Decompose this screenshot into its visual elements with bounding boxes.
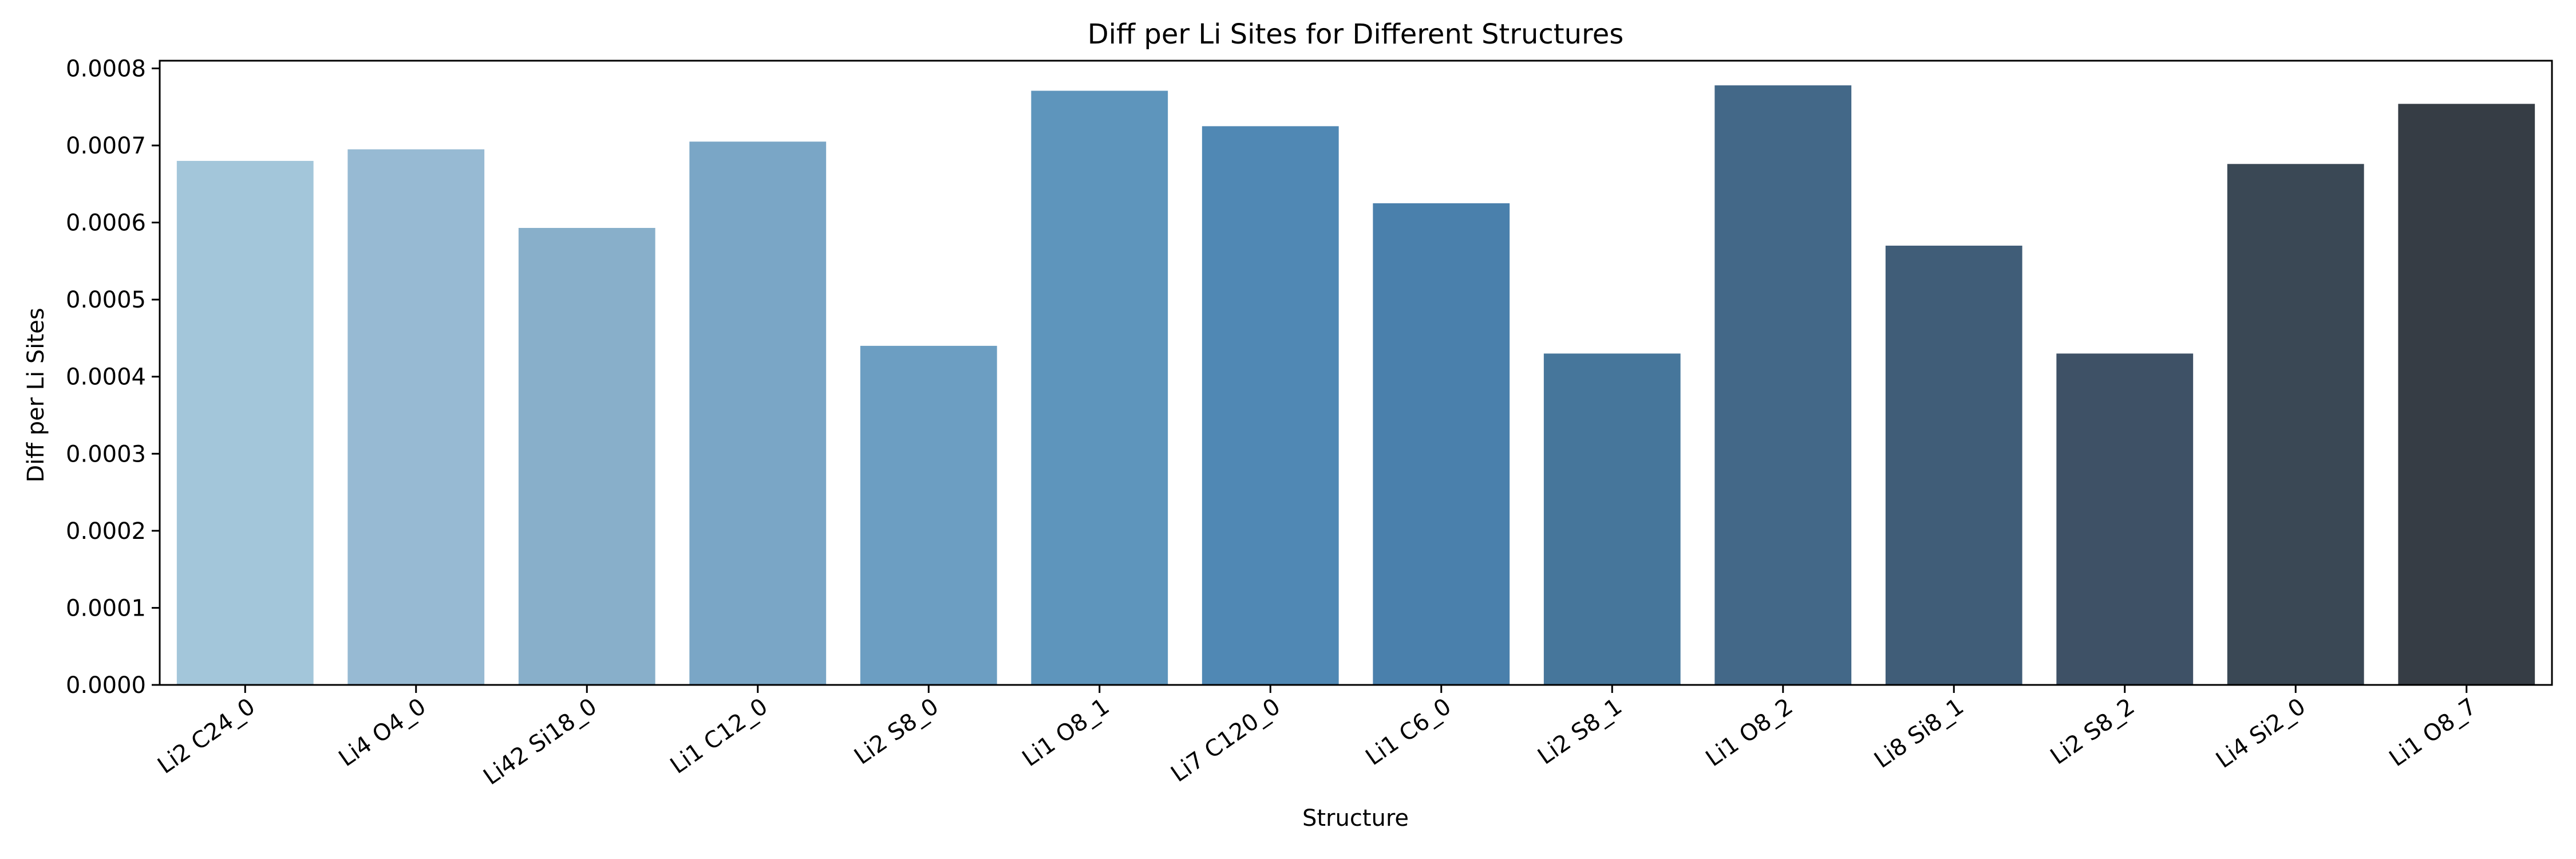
plot-frame [159, 60, 2553, 686]
y-axis-label: Diff per Li Sites [23, 308, 49, 482]
x-tick-label: Li1 O8_2 [1701, 693, 1798, 772]
y-tick-label: 0.0005 [66, 287, 146, 313]
x-tick-label: Li2 C24_0 [153, 693, 260, 779]
bar [1885, 245, 2022, 685]
chart-title: Diff per Li Sites for Different Structur… [1088, 18, 1624, 50]
x-tick-label: Li1 C6_0 [1361, 693, 1456, 771]
x-tick-label: Li1 C12_0 [666, 693, 773, 779]
y-tick-label: 0.0008 [66, 56, 146, 82]
bar [2056, 353, 2194, 685]
bar [860, 345, 997, 685]
bar [1031, 90, 1168, 685]
bar [176, 160, 314, 685]
bar [2398, 104, 2535, 685]
bar [2227, 164, 2364, 685]
y-tick-label: 0.0004 [66, 364, 146, 391]
bar [1202, 126, 1339, 685]
y-tick-label: 0.0006 [66, 210, 146, 237]
bar [1373, 203, 1510, 685]
y-tick-label: 0.0003 [66, 441, 146, 467]
bar [347, 149, 485, 685]
bar [689, 141, 827, 685]
x-axis-label: Structure [1302, 805, 1409, 832]
y-tick-label: 0.0007 [66, 133, 146, 159]
y-tick-label: 0.0000 [66, 672, 146, 699]
y-tick-label: 0.0002 [66, 518, 146, 545]
x-tick-label: Li1 O8_7 [2385, 693, 2482, 772]
plot-area: 0.0000 0.0001 0.0002 0.0003 0.0004 0.0005 0.00… [66, 56, 2553, 791]
x-tick-label: Li42 Si18_0 [479, 693, 602, 791]
bar [518, 228, 655, 685]
bar [1543, 353, 1681, 685]
x-tick-label: Li7 C120_0 [1166, 693, 1285, 788]
y-tick-label: 0.0001 [66, 595, 146, 621]
x-tick-label: Li1 O8_1 [1018, 693, 1115, 772]
bar [1714, 85, 1852, 685]
x-tick-label: Li2 S8_2 [2046, 693, 2140, 770]
x-tick-label: Li4 O4_0 [334, 693, 431, 772]
x-tick-label: Li2 S8_0 [850, 693, 943, 770]
x-tick-label: Li2 S8_1 [1533, 693, 1627, 770]
x-tick-label: Li4 Si2_0 [2211, 693, 2310, 774]
x-tick-label: Li8 Si8_1 [1870, 693, 1969, 774]
